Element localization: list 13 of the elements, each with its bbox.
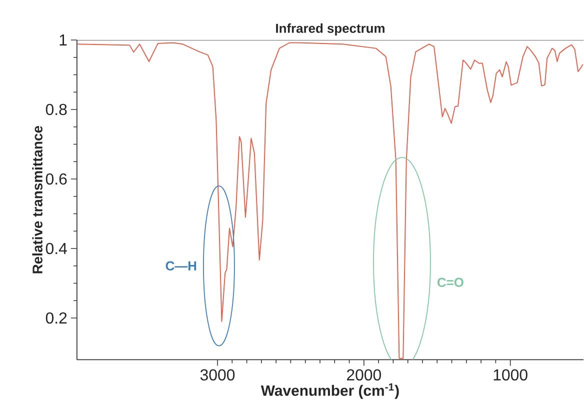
x-axis-title: Wavenumber (cm$^{-1}$) [260, 384, 399, 399]
y-tick-label: 0.4 [46, 243, 67, 254]
y-tick-label: 0.2 [46, 312, 67, 324]
y-axis-title: Relative transmittance [32, 126, 42, 274]
y-tick-label: 0.6 [46, 174, 67, 185]
annotation: C—H [166, 261, 196, 271]
y-tick-label: 1 [60, 34, 67, 46]
x-tick-label: 1000 [494, 369, 528, 381]
x-tick-label: 3000 [200, 369, 235, 381]
annotation: C=O [438, 278, 464, 288]
chart-title: Infrared spectrum [276, 24, 384, 36]
y-tick-label: 0.8 [46, 104, 67, 116]
x-tick-label: 2000 [346, 369, 381, 381]
